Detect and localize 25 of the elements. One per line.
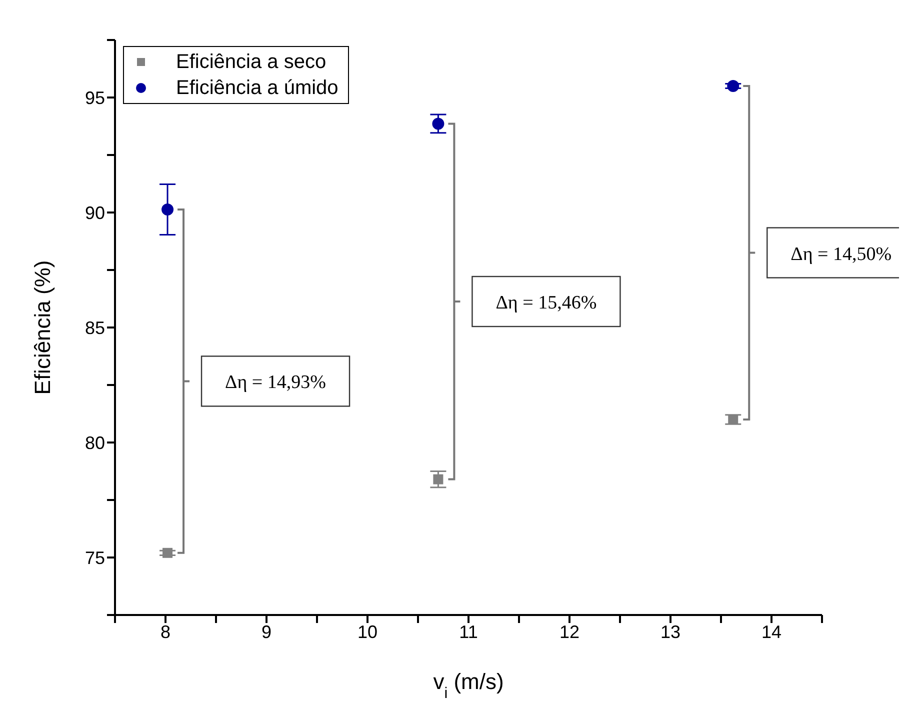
x-tick-label: 14 [761,622,782,642]
x-tick-label: 8 [160,622,171,642]
point [727,80,740,92]
x-tick-label: 13 [660,622,681,642]
annotation: Δη = 15,46% [496,292,597,314]
y-tick-label: 95 [84,88,105,108]
x-axis-title: v$_{i}$ (m/s) [433,669,504,702]
x-tick-label: 12 [559,622,580,642]
x-tick-label: 11 [459,622,478,642]
point [162,548,173,558]
x-tick-label: 9 [261,622,272,642]
y-axis-title: Eficiência (%) [30,260,55,395]
point [728,414,738,424]
legend-label: Eficiência a úmido [176,76,338,101]
point [432,118,444,130]
y-tick-label: 80 [84,432,105,453]
legend-label: Eficiência a seco [176,50,326,75]
y-tick-label: 75 [84,548,105,568]
y-tick-label: 90 [84,202,105,223]
y-tick-label: 85 [84,318,105,338]
point [433,474,444,484]
annotation: Δη = 14,93% [225,372,326,394]
annotation: Δη = 14,50% [790,244,892,265]
x-tick-label: 10 [357,622,378,642]
point [162,204,174,216]
